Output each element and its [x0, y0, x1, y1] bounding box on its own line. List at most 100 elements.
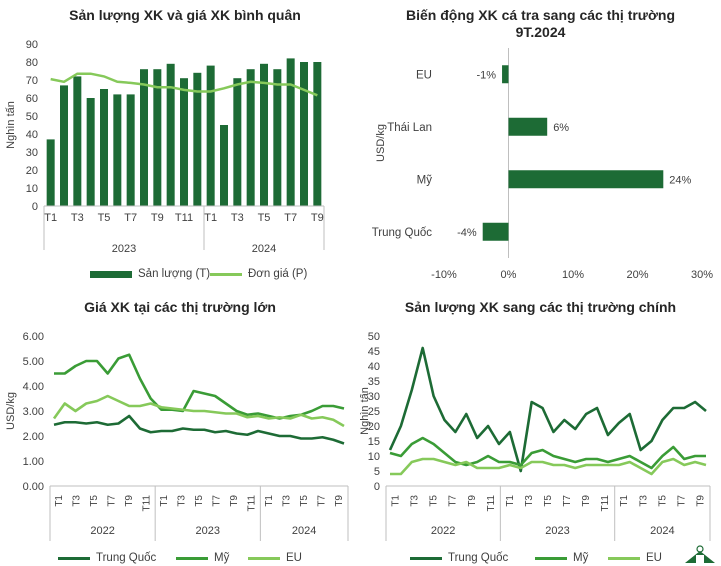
- x-tick-label: T3: [71, 495, 82, 507]
- x-tick-label: T7: [106, 495, 117, 507]
- bar: [126, 94, 135, 206]
- y-tick-label: 60: [26, 93, 38, 105]
- legend-swatch-eu: [248, 556, 280, 560]
- group-label: 2022: [431, 525, 455, 537]
- bar: [273, 69, 282, 206]
- legend-item-us: Mỹ: [176, 552, 229, 564]
- bar: [193, 72, 202, 206]
- legend-label-eu: EU: [646, 552, 662, 564]
- y-tick-label: 45: [368, 346, 380, 358]
- y-tick-label: 20: [26, 165, 38, 177]
- legend-swatch-volume: [90, 270, 132, 278]
- chart-title: Sản lượng XK sang các thị trường chính: [404, 299, 677, 315]
- legend-label-us: Mỹ: [573, 552, 589, 564]
- x-tick-label: 10%: [562, 269, 584, 281]
- x-tick-label: T3: [231, 212, 244, 224]
- legend-swatch-us: [176, 556, 208, 560]
- legend-swatch-price: [210, 272, 242, 276]
- group-label: 2023: [112, 243, 136, 255]
- y-tick-label: 30: [368, 391, 380, 403]
- x-tick-label: T1: [204, 212, 217, 224]
- x-tick-label: T1: [619, 495, 630, 507]
- x-tick-label: T1: [264, 495, 275, 507]
- brand-logo-icon: [685, 545, 715, 563]
- data-label: 24%: [669, 174, 691, 186]
- y-tick-label: 5: [374, 466, 380, 478]
- x-tick-label: T11: [247, 495, 258, 512]
- x-tick-label: T11: [600, 495, 611, 512]
- x-tick-label: T5: [299, 495, 310, 507]
- bar: [113, 94, 122, 206]
- y-axis-label: USD/kg: [375, 124, 387, 162]
- y-tick-label: 6.00: [23, 331, 44, 343]
- bar: [246, 69, 255, 206]
- y-tick-label: 0: [32, 201, 38, 213]
- legend-item-eu: EU: [608, 552, 662, 564]
- x-tick-label: T9: [151, 212, 164, 224]
- bar: [220, 125, 228, 206]
- legend-swatch-eu: [608, 556, 640, 560]
- x-tick-label: T1: [505, 495, 516, 507]
- legend-swatch-china: [58, 556, 90, 560]
- x-tick-label: T11: [486, 495, 497, 512]
- x-tick-label: T1: [44, 212, 57, 224]
- y-tick-label: 10: [26, 183, 38, 195]
- x-tick-label: T5: [429, 495, 440, 507]
- group-label: 2023: [196, 525, 220, 537]
- y-tick-label: 80: [26, 57, 38, 69]
- group-label: 2024: [650, 525, 674, 537]
- x-tick-label: T7: [284, 212, 297, 224]
- legend-swatch-china: [410, 556, 442, 560]
- x-tick-label: T3: [176, 495, 187, 507]
- x-tick-label: T5: [194, 495, 205, 507]
- bar: [206, 65, 215, 206]
- x-tick-label: T9: [124, 495, 135, 507]
- bar: [166, 63, 175, 206]
- x-tick-label: T5: [657, 495, 668, 507]
- y-tick-label: 2.00: [23, 431, 44, 443]
- category-label: Trung Quốc: [372, 227, 433, 239]
- x-tick-label: T1: [159, 495, 170, 507]
- legend-item-china: Trung Quốc: [58, 552, 156, 564]
- bar: [180, 78, 188, 206]
- bar: [502, 65, 509, 84]
- y-tick-label: 4.00: [23, 381, 44, 393]
- chart-market-price-panel: Giá XK tại các thị trường lớn 0.00 1.00 2.…: [0, 290, 360, 564]
- y-axis-label: USD/kg: [5, 392, 17, 430]
- bar: [140, 69, 148, 206]
- data-label: -1%: [476, 69, 496, 81]
- bar: [286, 58, 295, 207]
- x-tick-label: T9: [581, 495, 592, 507]
- x-tick-label: T3: [524, 495, 535, 507]
- y-tick-label: 10: [368, 451, 380, 463]
- y-tick-label: 50: [26, 111, 38, 123]
- bar: [313, 62, 322, 206]
- legend-label-volume: Sản lượng (T): [138, 268, 211, 280]
- bar: [233, 78, 242, 206]
- series-line: [53, 414, 345, 445]
- group-label: 2024: [252, 243, 276, 255]
- y-tick-label: 5.00: [23, 356, 44, 368]
- bar: [260, 63, 268, 206]
- y-tick-label: 50: [368, 331, 380, 343]
- x-tick-label: T7: [676, 495, 687, 507]
- y-tick-label: 35: [368, 376, 380, 388]
- x-tick-label: T9: [334, 495, 345, 507]
- x-tick-label: T5: [543, 495, 554, 507]
- x-tick-label: 30%: [691, 269, 713, 281]
- bar: [73, 76, 82, 207]
- category-label: EU: [416, 69, 432, 81]
- x-tick-label: T11: [141, 495, 152, 512]
- x-tick-label: 0%: [501, 269, 517, 281]
- y-tick-label: 20: [368, 421, 380, 433]
- x-tick-label: T5: [258, 212, 271, 224]
- chart-volume-price-panel: Sản lượng XK và giá XK bình quân 0 10 20 30…: [0, 0, 340, 290]
- x-tick-label: T3: [71, 212, 84, 224]
- bar: [508, 170, 664, 189]
- series-line: [388, 346, 707, 473]
- legend-item-price: Đơn giá (P): [210, 268, 307, 280]
- bar: [46, 139, 55, 206]
- y-axis-label: Nghìn tấn: [5, 101, 17, 149]
- x-tick-label: T3: [410, 495, 421, 507]
- bar: [300, 62, 308, 206]
